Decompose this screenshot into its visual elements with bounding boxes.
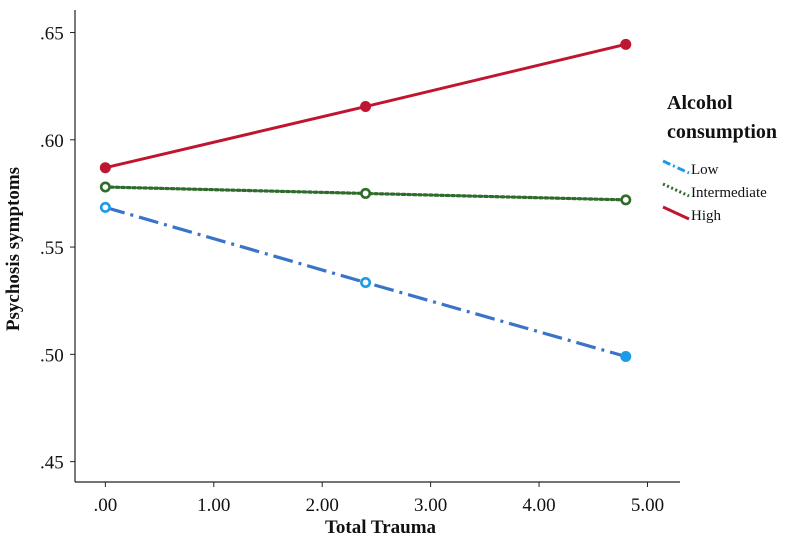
- y-tick-label: .60: [40, 131, 64, 152]
- legend-title-line-2: consumption: [667, 121, 777, 143]
- point-intermediate: [620, 194, 632, 206]
- legend-swatch-high: [662, 205, 690, 221]
- point-high: [99, 162, 111, 174]
- legend: Alcohol consumption Low Intermediate High: [662, 92, 777, 224]
- x-tick-label: 5.00: [631, 495, 664, 516]
- legend-label-high: High: [691, 208, 722, 224]
- axes: [74, 10, 680, 483]
- legend-label-low: Low: [691, 162, 719, 178]
- legend-swatch-low: [662, 159, 690, 175]
- point-intermediate: [360, 187, 372, 199]
- x-tick-label: .00: [93, 495, 117, 516]
- x-tick-label: 3.00: [414, 495, 447, 516]
- series-lines: [99, 38, 632, 362]
- point-high: [620, 38, 632, 50]
- y-tick-label: .50: [40, 345, 64, 366]
- legend-swatch-intermediate: [662, 182, 690, 198]
- x-axis-title: Total Trauma: [325, 517, 437, 538]
- y-tick-label: .65: [40, 24, 64, 45]
- point-low: [360, 276, 372, 288]
- y-ticks: .45 .50 .55 .60 .65: [40, 24, 75, 474]
- point-intermediate: [99, 181, 111, 193]
- x-ticks: .00 1.00 2.00 3.00 4.00 5.00: [93, 482, 664, 516]
- legend-title-line-1: Alcohol: [667, 92, 733, 114]
- y-tick-label: .45: [40, 453, 64, 474]
- point-high: [360, 101, 372, 113]
- x-tick-label: 4.00: [522, 495, 555, 516]
- y-tick-label: .55: [40, 238, 64, 259]
- x-tick-label: 2.00: [306, 495, 339, 516]
- legend-label-intermediate: Intermediate: [691, 185, 767, 201]
- point-low: [99, 201, 111, 213]
- point-low: [620, 350, 632, 362]
- y-axis-title: Psychosis symptoms: [3, 167, 24, 331]
- x-tick-label: 1.00: [197, 495, 230, 516]
